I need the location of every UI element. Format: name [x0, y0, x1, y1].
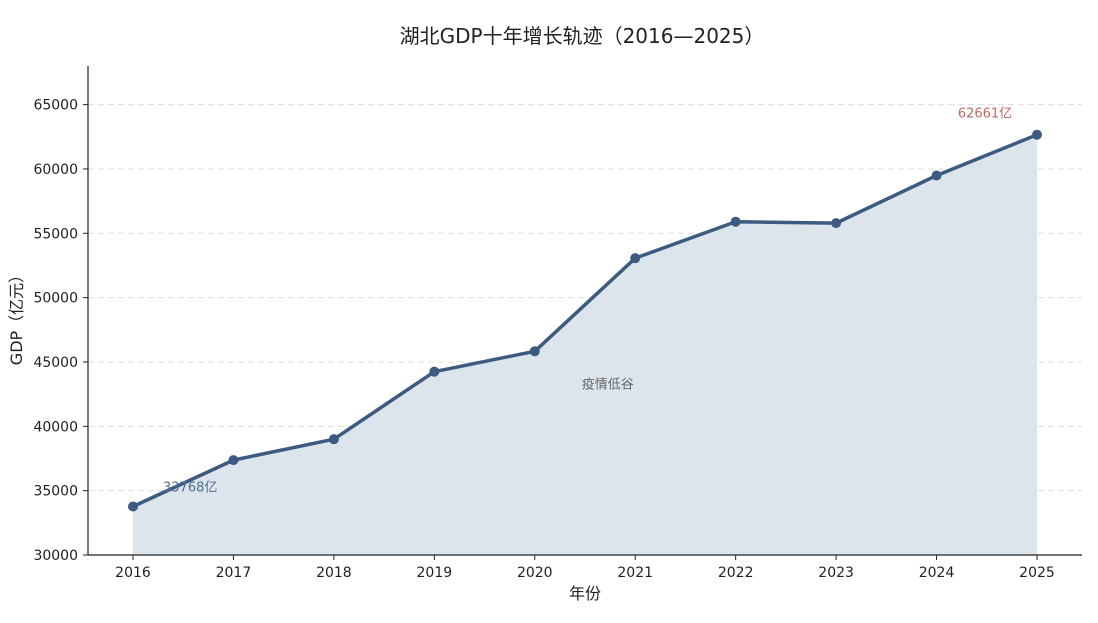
data-point-2019	[429, 366, 440, 377]
y-axis-label: GDP（亿元）	[7, 267, 26, 365]
x-tick-label: 2019	[417, 565, 453, 581]
x-axis-label: 年份	[569, 584, 601, 603]
y-tick-label: 45000	[33, 355, 78, 371]
chart-title: 湖北GDP十年增长轨迹（2016—2025）	[400, 24, 765, 48]
series-line	[131, 132, 1039, 509]
annotation-label: 33768亿	[163, 481, 217, 496]
x-tick-labels: 2016 2017 2018 2019 2020 2021 2022 2023 2024 2025	[115, 555, 1055, 581]
data-point-2021	[630, 253, 641, 264]
y-tick-label: 60000	[33, 162, 78, 178]
x-tick-label: 2022	[718, 565, 754, 581]
data-point-2016	[128, 501, 138, 512]
x-tick-label: 2020	[517, 565, 553, 581]
area-fill	[133, 134, 1037, 555]
data-point-2025	[1032, 129, 1042, 140]
x-tick-label: 2024	[919, 565, 955, 581]
x-tick-label: 2018	[316, 565, 352, 581]
y-tick-label: 40000	[33, 419, 78, 435]
x-tick-label: 2021	[617, 565, 653, 581]
annotation-label: 疫情低谷	[582, 376, 634, 392]
data-point-2017	[228, 455, 239, 466]
axes	[87, 66, 1082, 556]
data-point-2018	[328, 434, 339, 445]
y-tick-labels: 30000 35000 40000 45000 50000 55000 60000 65000	[33, 98, 88, 564]
series-line-layer	[131, 132, 1039, 509]
x-tick-label: 2023	[818, 565, 854, 581]
data-point-2022	[730, 216, 741, 227]
y-tick-label: 55000	[33, 226, 78, 242]
x-tick-label: 2025	[1019, 565, 1055, 581]
data-point-2023	[831, 218, 842, 229]
y-tick-label: 30000	[33, 548, 78, 564]
area-fill-layer	[133, 134, 1037, 555]
annotations: 33768亿 疫情低谷 62661亿	[163, 107, 1012, 496]
data-point-2020	[529, 346, 540, 357]
data-point-2024	[931, 170, 942, 181]
y-tick-label: 50000	[33, 291, 78, 307]
x-tick-label: 2017	[216, 565, 252, 581]
data-points	[128, 129, 1042, 512]
x-tick-label: 2016	[115, 565, 151, 581]
y-tick-label: 35000	[33, 484, 78, 500]
annotation-label: 62661亿	[958, 107, 1012, 122]
y-tick-label: 65000	[33, 98, 78, 114]
